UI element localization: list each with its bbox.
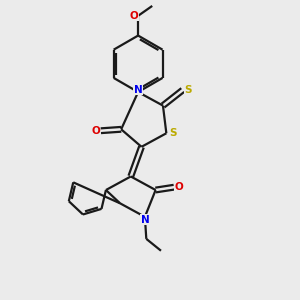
Text: O: O <box>175 182 184 192</box>
Text: N: N <box>134 85 142 95</box>
Text: O: O <box>91 126 100 136</box>
Text: O: O <box>129 11 138 21</box>
Text: S: S <box>169 128 177 138</box>
Text: N: N <box>140 215 149 225</box>
Text: S: S <box>184 85 192 95</box>
